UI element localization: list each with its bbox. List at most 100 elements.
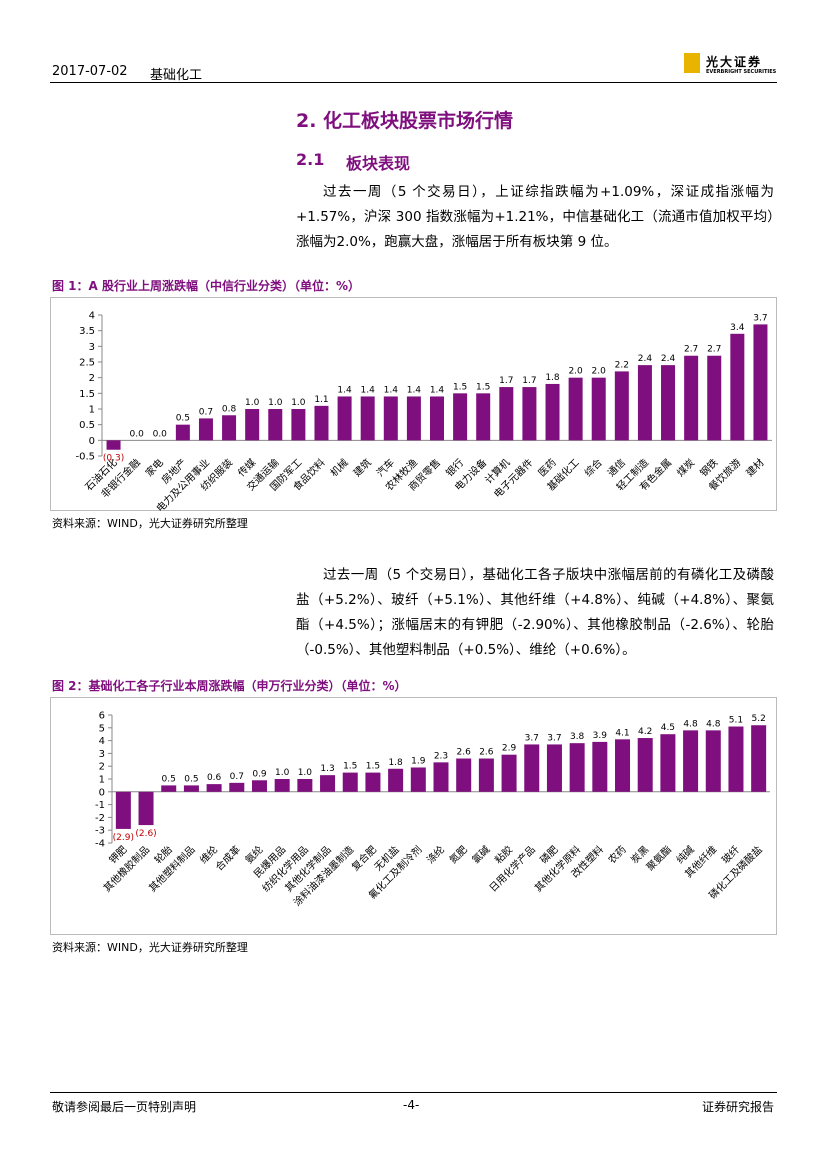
bar (478, 758, 494, 792)
bar (730, 333, 745, 441)
value-label: 1.0 (291, 398, 306, 408)
x-tick-label: 涤纶 (424, 843, 447, 866)
y-tick-label: 0 (99, 787, 105, 798)
bar (430, 396, 444, 441)
bar (545, 383, 560, 441)
bar (183, 785, 199, 792)
y-tick-label: 5 (99, 723, 105, 734)
value-label: (2.9) (113, 833, 134, 843)
y-tick-label: 2 (89, 373, 95, 384)
bar (206, 784, 222, 792)
value-label: 4.8 (683, 719, 698, 729)
value-label: 2.4 (661, 354, 676, 364)
bar (751, 725, 767, 792)
value-label: 3.7 (753, 313, 767, 323)
x-tick-label: 氯碱 (469, 843, 492, 866)
y-tick-label: -4 (95, 839, 105, 850)
value-label: 3.8 (570, 732, 585, 742)
bar (268, 409, 283, 441)
y-tick-label: 0.5 (79, 420, 95, 431)
value-label: 3.4 (730, 323, 745, 333)
y-tick-label: -1 (95, 800, 105, 811)
x-tick-label: 复合肥 (349, 843, 379, 873)
value-label: 1.4 (384, 385, 399, 395)
x-tick-label: 聚氨酯 (644, 843, 674, 873)
bar (229, 782, 245, 792)
value-label: 1.5 (366, 762, 380, 772)
value-label: 1.0 (275, 768, 290, 778)
value-label: 4.1 (615, 728, 629, 738)
bar (115, 791, 131, 829)
value-label: 4.8 (706, 719, 721, 729)
value-label: 2.9 (502, 744, 517, 754)
y-tick-label: 2.5 (79, 358, 95, 369)
value-label: 3.7 (547, 733, 561, 743)
x-tick-label: 氮肥 (446, 843, 469, 866)
value-label: 2.7 (707, 345, 721, 355)
value-label: 1.4 (407, 385, 422, 395)
value-label: 1.7 (499, 376, 513, 386)
header-date: 2017-07-02 (52, 64, 128, 79)
bar (410, 767, 426, 792)
y-tick-label: -3 (95, 826, 105, 837)
footer-center: -4- (403, 1098, 420, 1112)
bar (728, 726, 744, 792)
y-tick-label: 0 (89, 436, 95, 447)
bar (546, 744, 562, 792)
bar (476, 393, 491, 441)
x-tick-label: 煤炭 (674, 456, 697, 479)
bar (297, 779, 313, 792)
figure-source: 资料来源：WIND，光大证券研究所整理 (52, 941, 248, 954)
value-label: 2.0 (592, 367, 607, 377)
bar (406, 396, 421, 441)
chart: -4-3-2-10123456(2.9)钾肥(2.6)其他橡胶制品0.5轮胎0.… (50, 697, 777, 935)
chart-frame (50, 697, 777, 935)
x-tick-label: 合成革 (213, 843, 243, 873)
value-label: 4.5 (661, 723, 675, 733)
bar (198, 418, 213, 441)
x-tick-label: 机械 (327, 456, 350, 479)
value-label: 1.1 (314, 395, 328, 405)
value-label: 5.1 (729, 716, 743, 726)
bar (592, 741, 608, 792)
y-tick-label: 1.5 (79, 389, 95, 400)
bar (365, 772, 381, 792)
y-tick-label: 3 (99, 749, 105, 760)
x-tick-label: 综合 (582, 456, 605, 479)
bar (337, 396, 352, 441)
bar (456, 758, 472, 792)
bar (684, 355, 699, 441)
bar (388, 768, 404, 792)
value-label: 3.9 (593, 731, 608, 741)
y-tick-label: 4 (89, 311, 95, 322)
value-label: 2.3 (434, 751, 448, 761)
section-title: 2. 化工板块股票市场行情 (296, 110, 514, 132)
x-tick-label: 农药 (605, 843, 628, 866)
bar (251, 780, 267, 792)
value-label: 0.5 (162, 774, 176, 784)
bar (274, 779, 290, 792)
value-label: (0.3) (103, 454, 124, 464)
bar (320, 775, 336, 792)
bar (637, 738, 653, 792)
bar (314, 405, 329, 441)
x-tick-label: 建筑 (350, 456, 373, 479)
value-label: 1.4 (430, 385, 445, 395)
value-label: 0.0 (153, 429, 168, 439)
bar (705, 730, 721, 792)
y-tick-label: 3 (89, 342, 95, 353)
value-label: 2.7 (684, 345, 698, 355)
value-label: 0.8 (222, 404, 237, 414)
value-label: 3.7 (525, 733, 539, 743)
y-tick-label: 2 (99, 762, 105, 773)
bar (522, 387, 537, 441)
value-label: 1.0 (245, 398, 260, 408)
subsection-title: 板块表现 (346, 154, 411, 173)
bar (222, 415, 237, 441)
bar (175, 424, 190, 441)
bar (614, 371, 629, 441)
value-label: 2.2 (615, 360, 629, 370)
y-tick-label: 3.5 (79, 326, 95, 337)
y-tick-label: -2 (95, 813, 105, 824)
